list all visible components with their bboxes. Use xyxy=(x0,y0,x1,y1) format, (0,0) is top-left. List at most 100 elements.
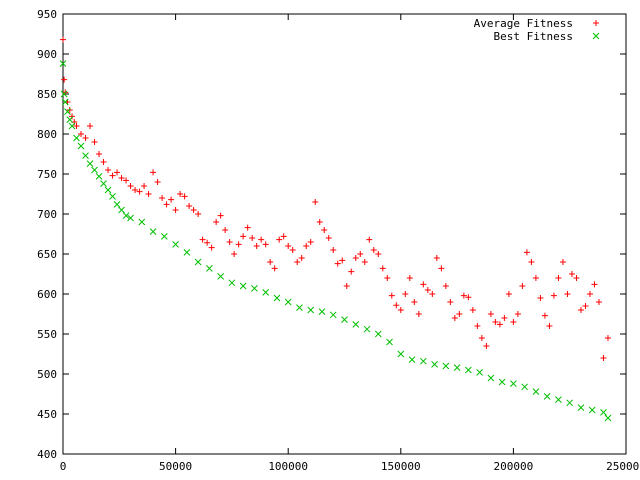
data-point xyxy=(118,206,125,214)
data-point xyxy=(159,195,166,201)
data-point xyxy=(424,287,431,293)
data-point xyxy=(123,177,130,184)
data-point xyxy=(600,409,607,416)
data-point xyxy=(505,291,512,297)
data-point xyxy=(492,319,499,325)
data-point xyxy=(172,241,179,248)
data-point xyxy=(64,108,71,115)
data-point xyxy=(397,307,404,313)
data-point xyxy=(222,227,229,233)
data-point xyxy=(487,311,494,317)
data-point xyxy=(555,275,562,281)
data-point xyxy=(258,236,265,243)
data-point xyxy=(334,260,341,267)
data-point xyxy=(194,258,202,266)
data-point xyxy=(352,321,360,328)
data-point xyxy=(132,187,139,193)
data-point xyxy=(384,275,391,281)
data-point xyxy=(226,239,233,245)
data-point xyxy=(339,257,346,264)
data-point xyxy=(68,122,76,130)
data-point xyxy=(532,388,540,395)
data-point xyxy=(294,259,301,265)
data-point xyxy=(559,259,566,265)
data-point xyxy=(329,311,337,319)
data-point xyxy=(95,173,103,180)
data-point xyxy=(521,383,529,391)
data-point xyxy=(415,311,422,317)
data-point xyxy=(431,361,438,368)
data-point xyxy=(577,307,584,313)
data-point xyxy=(172,207,179,213)
data-point xyxy=(183,249,191,256)
data-point xyxy=(595,299,602,305)
data-point xyxy=(273,294,281,302)
y-tick-label: 650 xyxy=(37,248,57,261)
data-point xyxy=(478,335,485,341)
data-point xyxy=(149,228,157,235)
data-point xyxy=(181,193,188,200)
data-point xyxy=(465,366,472,374)
data-point xyxy=(73,123,80,129)
data-point xyxy=(483,343,490,349)
data-point xyxy=(402,291,409,297)
data-point xyxy=(573,275,580,281)
data-point xyxy=(73,134,80,142)
series-layer xyxy=(59,36,612,422)
data-point xyxy=(217,273,224,280)
data-point xyxy=(514,311,521,317)
data-point xyxy=(591,281,598,288)
series-best-fitness xyxy=(59,60,612,422)
data-point xyxy=(69,113,76,120)
data-point xyxy=(555,396,562,403)
data-point xyxy=(127,214,134,222)
data-point xyxy=(82,135,89,141)
data-point xyxy=(251,285,258,292)
y-tick-label: 550 xyxy=(37,328,57,341)
legend-marker xyxy=(592,32,600,40)
data-point xyxy=(496,321,503,328)
data-point xyxy=(343,283,350,289)
data-point xyxy=(280,233,287,240)
x-tick-label: 250000 xyxy=(606,460,640,473)
data-point xyxy=(59,60,67,67)
data-point xyxy=(501,315,508,321)
data-point xyxy=(82,152,89,159)
data-point xyxy=(136,188,143,195)
data-point xyxy=(186,203,193,209)
data-point xyxy=(510,319,517,325)
data-point xyxy=(442,362,450,370)
y-tick-label: 450 xyxy=(37,408,57,421)
y-tick-label: 950 xyxy=(37,8,57,21)
data-point xyxy=(77,142,85,150)
data-point xyxy=(374,330,382,338)
data-point xyxy=(91,166,98,174)
data-point xyxy=(231,251,238,257)
data-point xyxy=(379,265,386,272)
data-point xyxy=(537,295,544,301)
data-point xyxy=(528,259,535,265)
data-point xyxy=(289,247,296,253)
data-point xyxy=(550,292,557,299)
data-point xyxy=(523,249,530,256)
series-average-fitness xyxy=(60,36,611,361)
data-point xyxy=(190,207,197,213)
data-point xyxy=(262,241,269,248)
data-point xyxy=(543,393,551,400)
data-point xyxy=(406,275,413,281)
data-point xyxy=(451,315,458,321)
data-point xyxy=(199,236,206,243)
data-point xyxy=(604,335,611,341)
data-point xyxy=(240,233,247,240)
data-point xyxy=(271,265,278,272)
data-point xyxy=(375,251,382,257)
data-point xyxy=(498,378,506,386)
data-point xyxy=(285,243,292,249)
data-point xyxy=(104,186,112,194)
data-point xyxy=(465,294,472,301)
y-tick-label: 850 xyxy=(37,88,57,101)
data-point xyxy=(100,159,107,165)
data-point xyxy=(154,179,161,185)
data-point xyxy=(476,369,483,376)
